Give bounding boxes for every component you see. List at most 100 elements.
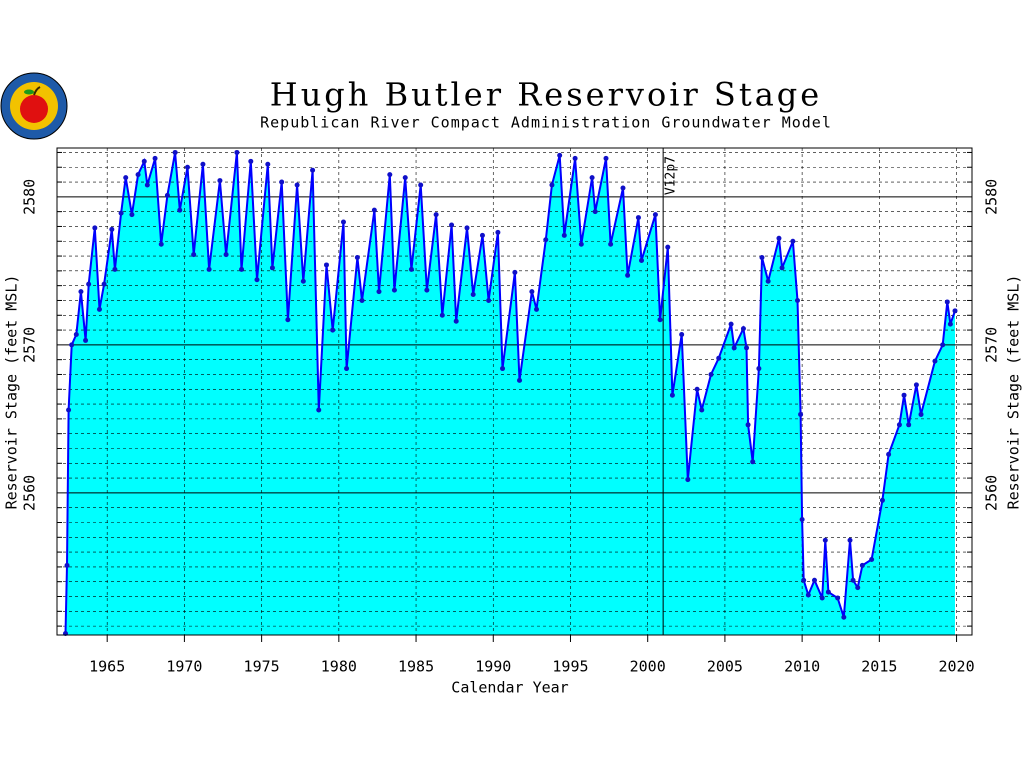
data-point (73, 332, 79, 338)
logo (0, 72, 68, 140)
data-point (300, 278, 306, 284)
data-point (589, 175, 595, 181)
data-point (841, 614, 847, 620)
data-point (745, 422, 751, 428)
data-point (78, 289, 84, 295)
data-point (665, 244, 671, 250)
data-point (886, 451, 892, 457)
data-point (141, 158, 147, 164)
data-point (453, 318, 459, 324)
data-point (172, 149, 178, 155)
data-point (371, 207, 377, 213)
data-point (206, 266, 212, 272)
data-point (112, 266, 118, 272)
y-tick-label: 2560 (21, 475, 39, 511)
data-point (135, 172, 141, 178)
data-point (86, 281, 92, 287)
data-point (790, 238, 796, 244)
data-point (529, 289, 535, 295)
data-point (433, 212, 439, 218)
x-tick-label: 2000 (630, 658, 666, 676)
data-point (572, 155, 578, 161)
x-axis-label: Calendar Year (451, 679, 568, 697)
data-point (144, 182, 150, 188)
x-tick-label: 2020 (938, 658, 974, 676)
x-tick-label: 1995 (552, 658, 588, 676)
data-point (234, 149, 240, 155)
y-axis-label-right: Reservoir Stage (feet MSL) (1005, 275, 1023, 510)
data-point (859, 562, 865, 568)
data-point (811, 577, 817, 583)
data-point (254, 277, 260, 283)
data-point (418, 182, 424, 188)
data-point (685, 477, 691, 483)
data-point (470, 292, 476, 298)
data-point (323, 262, 329, 268)
data-point (776, 235, 782, 241)
data-point (750, 459, 756, 465)
data-point (223, 252, 229, 258)
chart-subtitle: Republican River Compact Administration … (260, 114, 832, 132)
data-point (906, 422, 912, 428)
data-point (799, 517, 805, 523)
data-point (947, 321, 953, 327)
data-point (708, 371, 714, 377)
data-point (625, 272, 631, 278)
data-point (248, 158, 254, 164)
data-point (217, 178, 223, 184)
x-tick-label: 2010 (784, 658, 820, 676)
data-point (101, 281, 107, 287)
data-point (486, 297, 492, 303)
data-point (265, 161, 271, 167)
data-point (798, 411, 804, 417)
data-point (913, 382, 919, 388)
data-point (152, 155, 158, 161)
data-point (239, 266, 245, 272)
data-point (543, 237, 549, 243)
y-tick-label: 2580 (21, 179, 39, 215)
data-point (310, 167, 316, 173)
data-point (424, 287, 430, 293)
data-point (652, 212, 658, 218)
data-point (855, 585, 861, 591)
data-point (932, 358, 938, 364)
data-point (285, 317, 291, 323)
data-point (69, 342, 75, 348)
y-tick-label: 2570 (21, 327, 39, 363)
plot-frame (56, 147, 973, 636)
data-point (952, 308, 958, 314)
data-point (495, 229, 501, 235)
data-point (279, 179, 285, 185)
data-point (316, 407, 322, 413)
data-point (896, 422, 902, 428)
data-point (608, 241, 614, 247)
data-point (92, 225, 98, 231)
data-point (340, 219, 346, 225)
data-point (805, 592, 811, 598)
y-tick-label-right: 2570 (983, 327, 1001, 363)
x-tick-label: 1975 (244, 658, 280, 676)
y-tick-label-right: 2580 (983, 179, 1001, 215)
data-point (822, 537, 828, 543)
data-point (387, 172, 393, 178)
chart-title: Hugh Butler Reservoir Stage (270, 76, 822, 114)
data-point (779, 265, 785, 271)
data-point (118, 210, 124, 216)
x-tick-label: 1980 (321, 658, 357, 676)
data-point (83, 337, 89, 343)
data-point (657, 317, 663, 323)
data-point (740, 326, 746, 332)
data-point (464, 225, 470, 231)
data-point (679, 332, 685, 338)
y-tick-label-right: 2560 (983, 475, 1001, 511)
data-point (64, 562, 70, 568)
data-point (408, 266, 414, 272)
data-point (801, 577, 807, 583)
data-point (869, 557, 875, 563)
data-point (354, 255, 360, 261)
data-point (635, 215, 641, 221)
data-point (901, 392, 907, 398)
data-point (561, 232, 567, 238)
data-point (294, 182, 300, 188)
